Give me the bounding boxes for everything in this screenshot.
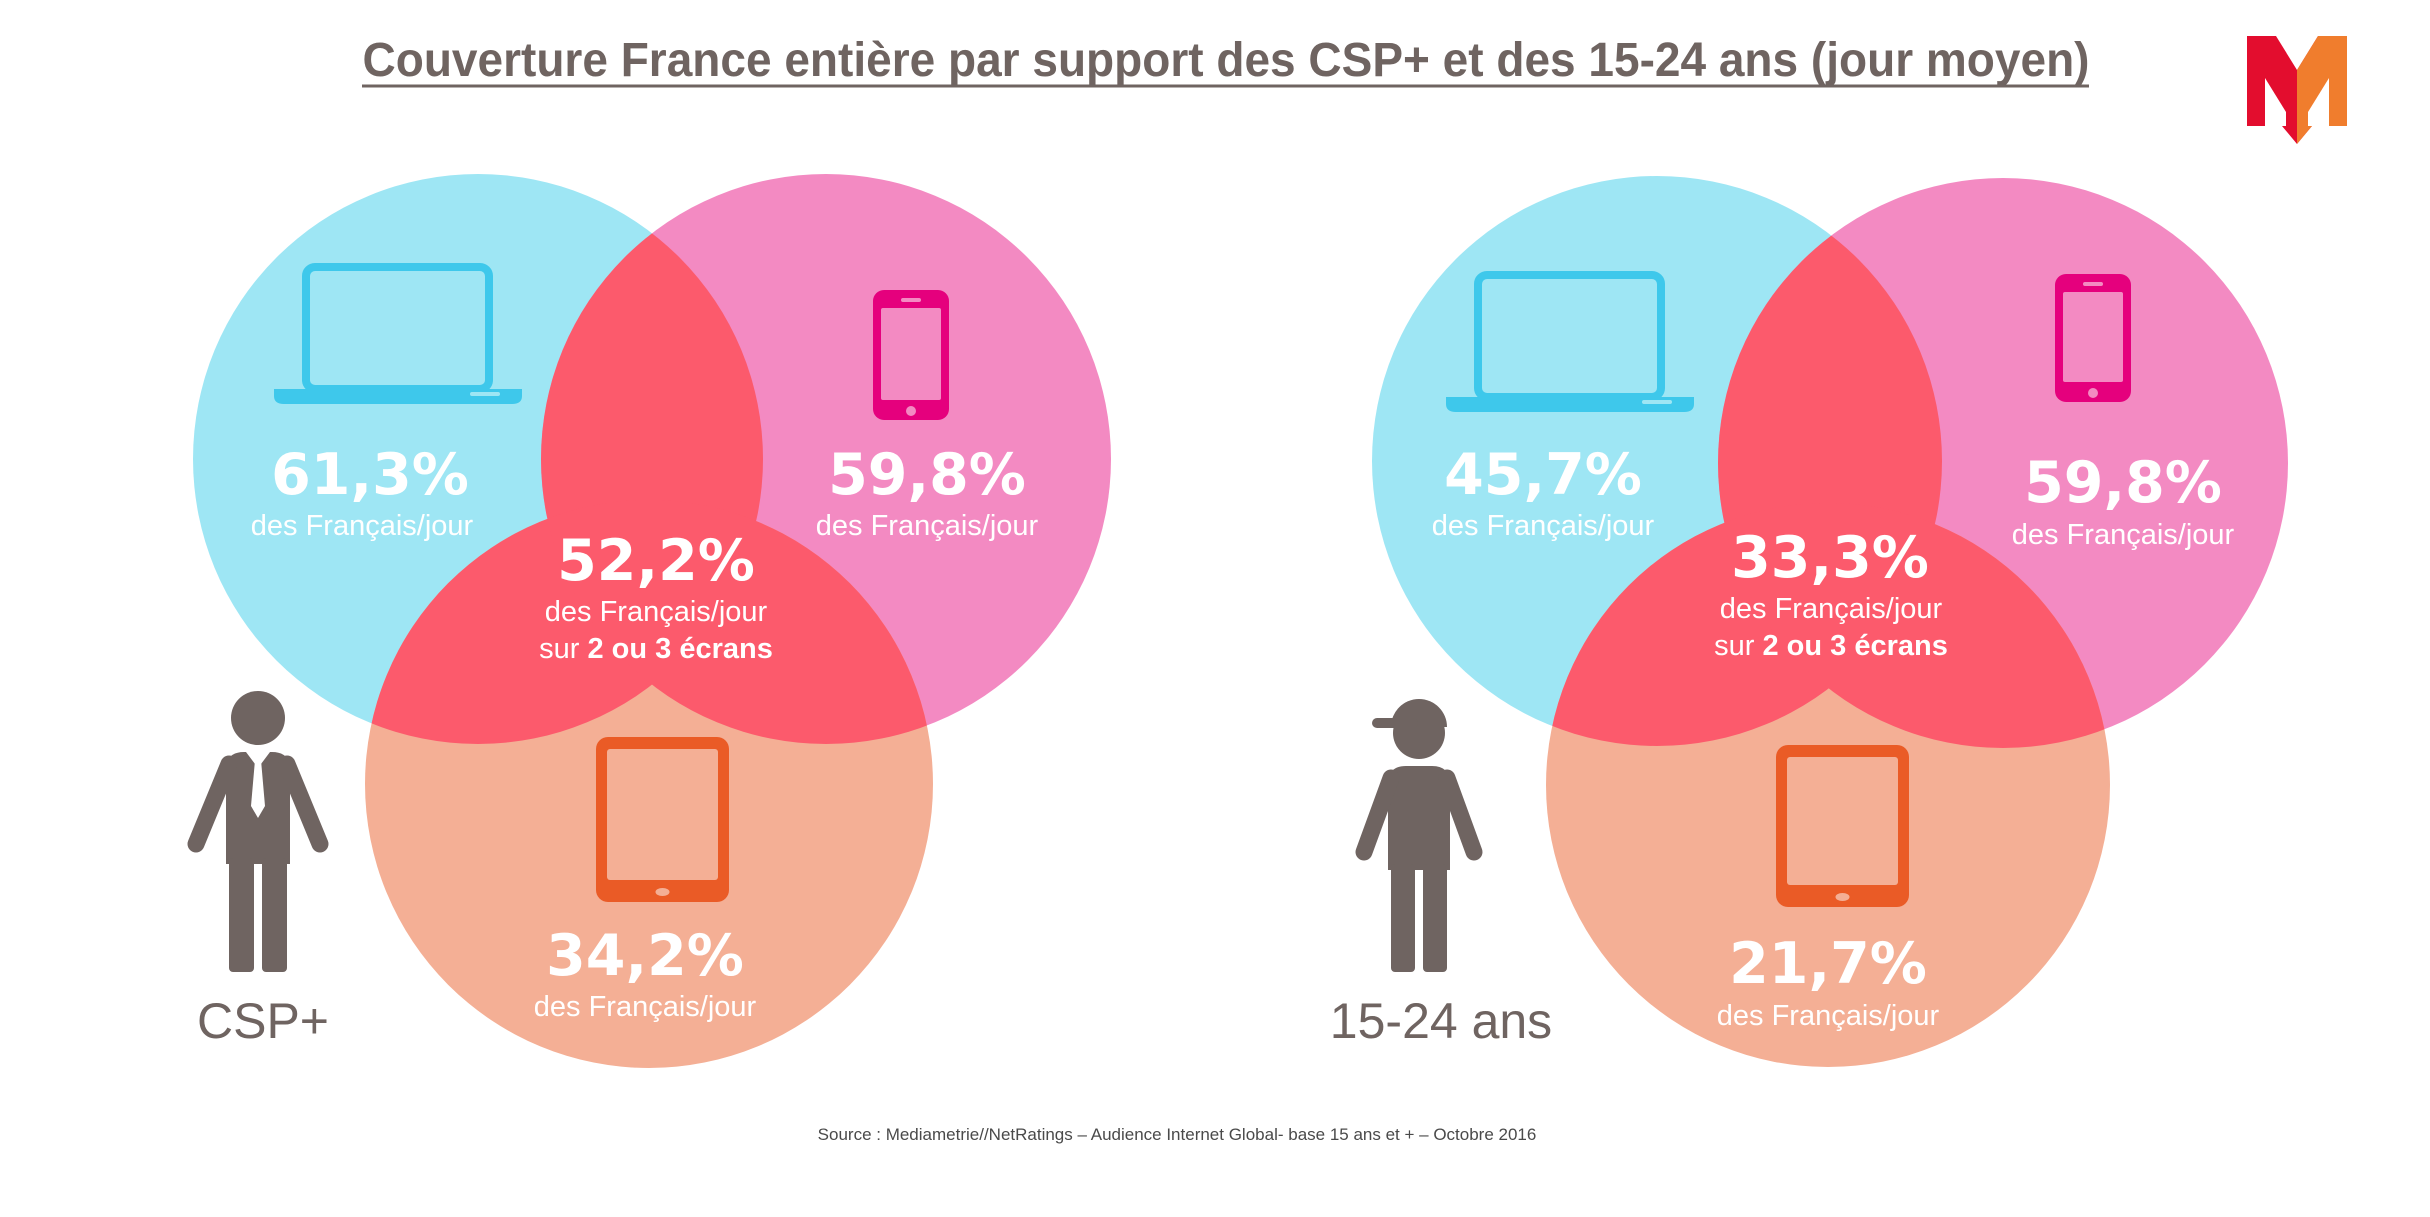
- smartphone-home-button: [906, 406, 916, 416]
- multi-screen-prefix-young: sur: [1714, 630, 1755, 662]
- smartphone-screen: [881, 308, 941, 400]
- multi-screen-value-young: 33,3%: [1731, 525, 1929, 591]
- young-person-left-leg: [1391, 864, 1415, 972]
- young-person-left-arm: [1355, 769, 1400, 861]
- young-person-torso: [1388, 766, 1450, 870]
- venn-csp: 61,3% des Français/jour 59,8% des França…: [193, 174, 1111, 1068]
- young-person-cap-brim: [1372, 718, 1418, 728]
- tablet-value-csp: 34,2%: [546, 923, 744, 989]
- smartphone-caption-csp: des Français/jour: [816, 510, 1039, 542]
- smartphone-speaker: [2083, 282, 2103, 286]
- businessman-tie: [251, 760, 265, 818]
- tablet-caption-csp: des Français/jour: [534, 991, 757, 1023]
- multi-screen-caption-young: des Français/jour: [1720, 593, 1943, 625]
- young-person-right-arm: [1438, 769, 1483, 861]
- multi-screen-detail-csp: sur 2 ou 3 écrans: [539, 633, 773, 665]
- businessman-icon: [187, 691, 329, 972]
- audience-label-young: 15-24 ans: [1330, 993, 1552, 1049]
- laptop-notch: [1642, 400, 1672, 404]
- tablet-home-button: [1835, 893, 1850, 901]
- laptop-notch: [470, 392, 500, 396]
- businessman-right-arm: [278, 755, 329, 853]
- tablet-value-young: 21,7%: [1729, 931, 1927, 997]
- tablet-icon: [1776, 745, 1909, 907]
- laptop-icon: [274, 263, 522, 404]
- brand-logo: [2247, 36, 2347, 144]
- laptop-icon: [1446, 271, 1694, 412]
- computer-caption-young: des Français/jour: [1432, 510, 1655, 542]
- tablet-caption-young: des Français/jour: [1717, 1000, 1940, 1032]
- young-person-right-leg: [1423, 864, 1447, 972]
- computer-value-csp: 61,3%: [271, 442, 469, 508]
- multi-screen-prefix-csp: sur: [539, 633, 580, 665]
- tablet-icon: [596, 737, 729, 902]
- smartphone-icon: [2055, 274, 2131, 402]
- logo-inner-cut: [2265, 78, 2286, 126]
- businessman-head: [231, 691, 285, 745]
- businessman-left-arm: [187, 755, 238, 853]
- page-title: Couverture France entière par support de…: [363, 34, 2090, 87]
- smartphone-speaker: [901, 298, 921, 302]
- businessman-right-leg: [262, 858, 287, 972]
- multi-screen-emphasis-young: 2 ou 3 écrans: [1762, 630, 1947, 662]
- young-person-icon: [1355, 699, 1483, 972]
- tablet-home-button: [655, 888, 670, 896]
- audience-label-csp: CSP+: [197, 993, 329, 1049]
- computer-value-young: 45,7%: [1444, 442, 1642, 508]
- computer-caption-csp: des Français/jour: [251, 510, 474, 542]
- tablet-screen: [607, 749, 718, 880]
- overlap-smartphone-tablet-csp: [541, 500, 933, 744]
- multi-screen-value-csp: 52,2%: [557, 528, 755, 594]
- source-note: Source : Mediametrie//NetRatings – Audie…: [818, 1125, 1537, 1144]
- multi-screen-detail-young: sur 2 ou 3 écrans: [1714, 630, 1948, 662]
- smartphone-caption-young: des Français/jour: [2012, 519, 2235, 551]
- overlap-smartphone-tablet-young: [1718, 503, 2110, 748]
- logo-inner-cut-right: [2308, 78, 2329, 126]
- smartphone-value-young: 59,8%: [2024, 450, 2222, 516]
- smartphone-home-button: [2088, 388, 2098, 398]
- multi-screen-caption-csp: des Français/jour: [545, 596, 768, 628]
- tablet-screen: [1787, 757, 1898, 885]
- smartphone-screen: [2063, 292, 2123, 382]
- businessman-left-leg: [229, 858, 254, 972]
- smartphone-value-csp: 59,8%: [828, 442, 1026, 508]
- smartphone-icon: [873, 290, 949, 420]
- laptop-base: [1446, 397, 1694, 412]
- laptop-base: [274, 389, 522, 404]
- multi-screen-emphasis-csp: 2 ou 3 écrans: [587, 633, 772, 665]
- venn-young: 45,7% des Français/jour 59,8% des França…: [1372, 176, 2288, 1067]
